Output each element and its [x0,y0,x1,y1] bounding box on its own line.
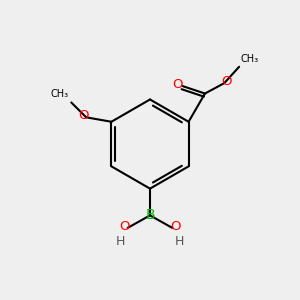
Text: O: O [221,75,232,88]
Text: H: H [175,235,184,248]
Text: O: O [170,220,181,233]
Text: O: O [172,77,183,91]
Text: O: O [119,220,130,233]
Text: O: O [78,109,88,122]
Text: CH₃: CH₃ [51,89,69,100]
Text: B: B [145,208,155,222]
Text: CH₃: CH₃ [241,54,259,64]
Text: H: H [116,235,125,248]
